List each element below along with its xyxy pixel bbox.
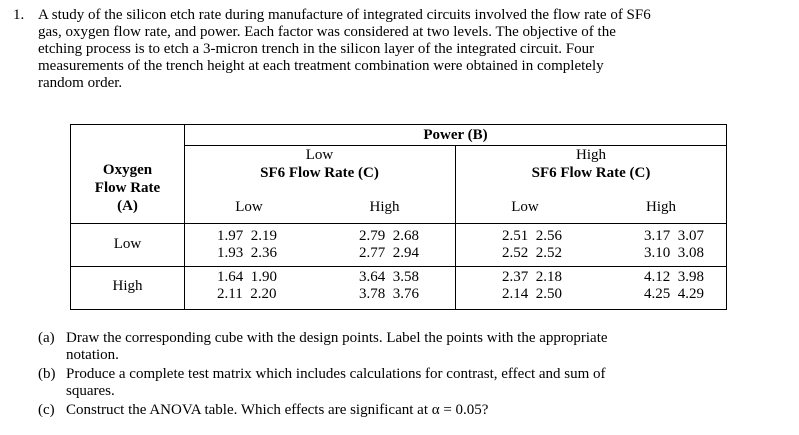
part-line: Draw the corresponding cube with the des… bbox=[66, 330, 608, 346]
question-line: etching process is to etch a 3-micron tr… bbox=[38, 41, 595, 57]
etch-rate-table: Power (B) Oxygen Flow Rate (A) Low High … bbox=[70, 124, 727, 310]
sf6-header-low-power: SF6 Flow Rate (C) bbox=[260, 165, 379, 181]
power-header: Power (B) bbox=[423, 127, 488, 143]
question-line: gas, oxygen flow rate, and power. Each f… bbox=[38, 24, 616, 40]
question-number: 1. bbox=[13, 7, 25, 23]
table-rule bbox=[71, 223, 726, 224]
question-text: A study of the silicon etch rate during … bbox=[38, 7, 778, 92]
row-header-line: Oxygen bbox=[102, 162, 153, 178]
sf6-level: Low bbox=[235, 199, 263, 215]
data-cell: 2.37 2.18 2.14 2.50 bbox=[502, 269, 562, 302]
data-cell: 4.12 3.98 4.25 4.29 bbox=[644, 269, 704, 302]
question-line: random order. bbox=[38, 75, 123, 91]
table-rule bbox=[184, 125, 185, 309]
part-c: (c) Construct the ANOVA table. Which eff… bbox=[38, 402, 778, 419]
question-line: A study of the silicon etch rate during … bbox=[38, 7, 651, 23]
data-cell: 2.51 2.56 2.52 2.52 bbox=[502, 228, 562, 261]
part-line: squares. bbox=[66, 383, 115, 399]
part-a: (a) Draw the corresponding cube with the… bbox=[38, 330, 778, 364]
question-parts: (a) Draw the corresponding cube with the… bbox=[38, 330, 778, 421]
power-level-low: Low bbox=[305, 147, 334, 163]
part-label: (c) bbox=[38, 402, 55, 418]
row-header: Oxygen Flow Rate (A) bbox=[71, 161, 184, 215]
sf6-level: High bbox=[369, 199, 400, 215]
data-cell: 1.97 2.19 1.93 2.36 bbox=[217, 228, 277, 261]
table-rule bbox=[71, 266, 726, 267]
table-rule bbox=[455, 145, 456, 309]
data-cell: 1.64 1.90 2.11 2.20 bbox=[217, 269, 277, 302]
part-line: Construct the ANOVA table. Which effects… bbox=[66, 402, 489, 418]
sf6-header-high-power: SF6 Flow Rate (C) bbox=[531, 165, 651, 181]
row-label-low: Low bbox=[113, 236, 142, 252]
sf6-level: Low bbox=[511, 199, 539, 215]
data-cell: 2.79 2.68 2.77 2.94 bbox=[359, 228, 419, 261]
part-label: (a) bbox=[38, 330, 55, 346]
part-line: notation. bbox=[66, 347, 119, 363]
data-cell: 3.17 3.07 3.10 3.08 bbox=[644, 228, 704, 261]
row-header-line: Flow Rate bbox=[94, 180, 161, 196]
data-cell: 3.64 3.58 3.78 3.76 bbox=[359, 269, 419, 302]
sf6-level: High bbox=[646, 199, 676, 215]
row-label-high: High bbox=[112, 278, 143, 294]
question-line: measurements of the trench height at eac… bbox=[38, 58, 604, 74]
part-b: (b) Produce a complete test matrix which… bbox=[38, 366, 778, 400]
part-label: (b) bbox=[38, 366, 56, 382]
power-level-high: High bbox=[576, 147, 606, 163]
part-line: Produce a complete test matrix which inc… bbox=[66, 366, 606, 382]
row-header-line: (A) bbox=[117, 198, 138, 214]
